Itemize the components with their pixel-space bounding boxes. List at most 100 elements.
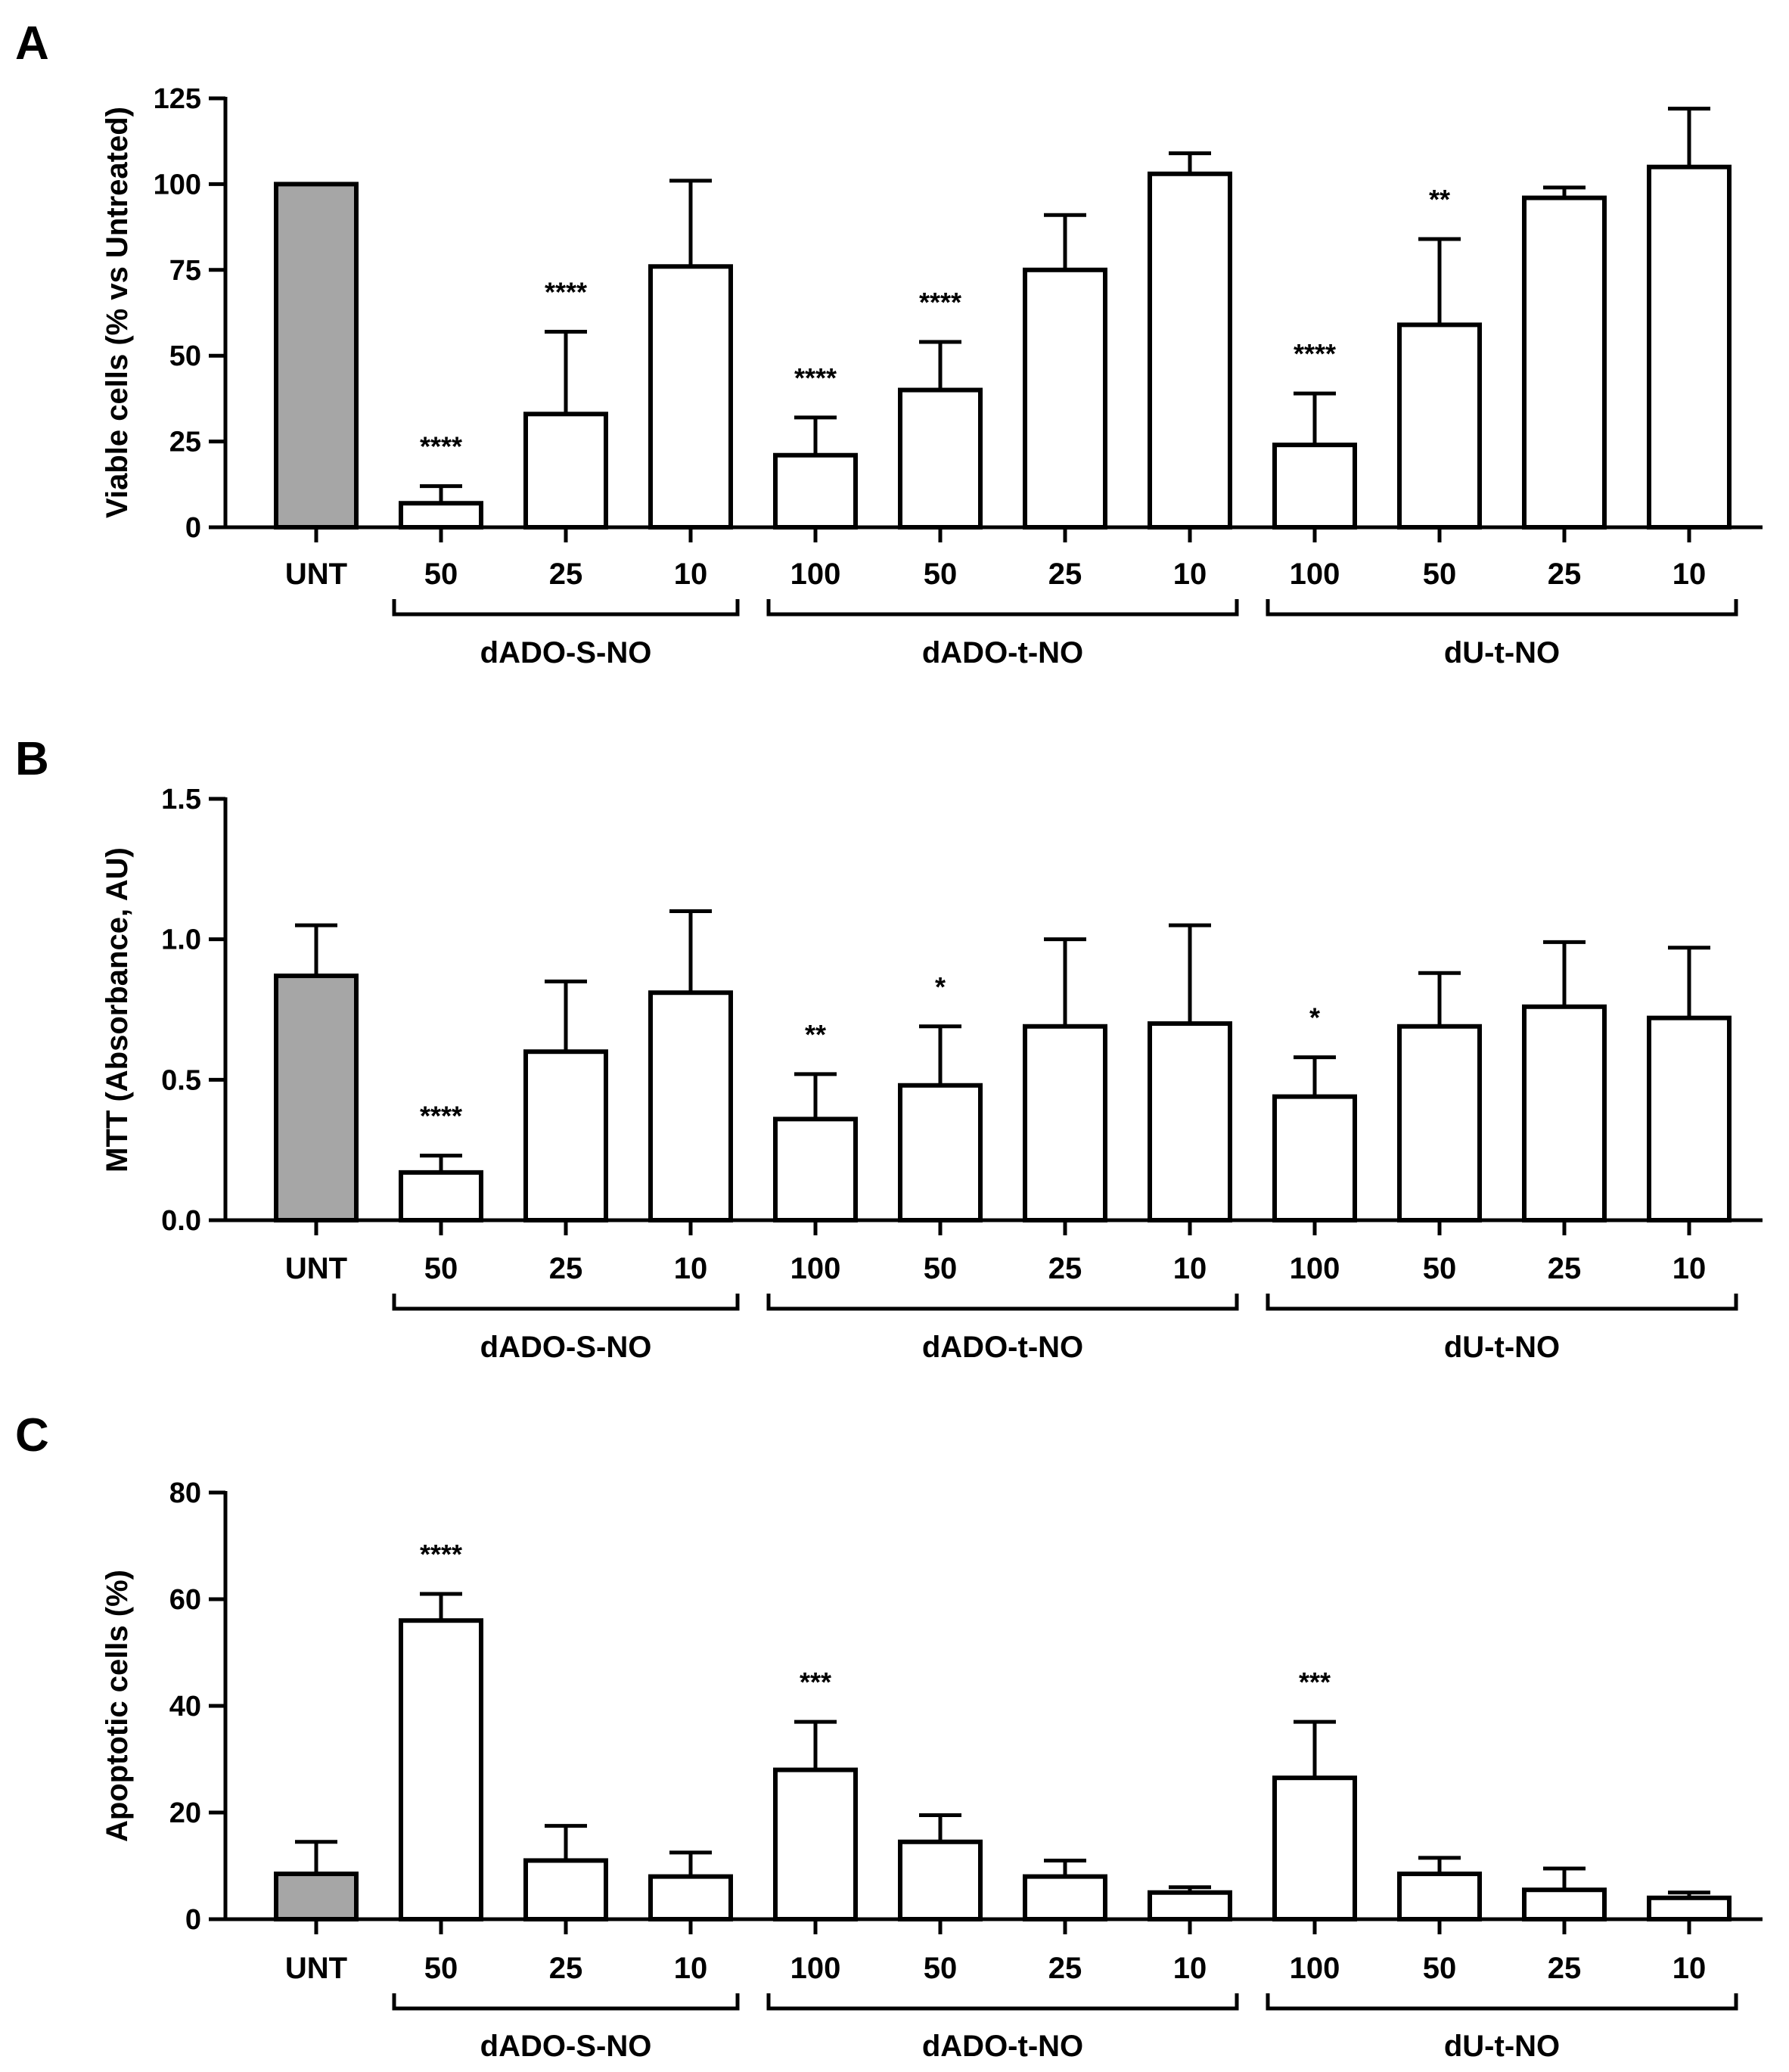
y-axis-label: Apoptotic cells (%) bbox=[101, 1570, 134, 1842]
group-label: dADO-t-NO bbox=[922, 1331, 1083, 1364]
category-label: 25 bbox=[1548, 558, 1582, 591]
group-bracket bbox=[392, 1294, 740, 1311]
category-label: 50 bbox=[1423, 558, 1457, 591]
bar bbox=[1397, 1024, 1482, 1223]
bar bbox=[898, 1839, 983, 1921]
category-label: 100 bbox=[790, 558, 841, 591]
bar bbox=[1522, 195, 1607, 530]
y-tick-label: 25 bbox=[169, 427, 201, 458]
category-label: 100 bbox=[790, 1252, 841, 1285]
category-label: 25 bbox=[549, 558, 583, 591]
panel-letter: A bbox=[15, 17, 49, 70]
group-label: dU-t-NO bbox=[1444, 2030, 1560, 2063]
significance-label: ** bbox=[1429, 184, 1450, 215]
bar bbox=[399, 1618, 483, 1921]
category-label: 100 bbox=[790, 1952, 841, 1985]
category-label: 50 bbox=[424, 558, 458, 591]
category-label: 100 bbox=[1290, 1252, 1340, 1285]
category-label: 10 bbox=[674, 1252, 708, 1285]
bar bbox=[1272, 1094, 1357, 1222]
significance-label: * bbox=[935, 971, 946, 1002]
category-label: 50 bbox=[924, 1252, 958, 1285]
significance-label: **** bbox=[919, 287, 961, 318]
group-bracket bbox=[1266, 1294, 1738, 1311]
bar bbox=[648, 264, 733, 530]
group-label: dADO-S-NO bbox=[480, 1331, 652, 1364]
group-bracket bbox=[392, 1993, 740, 2011]
y-tick-label: 40 bbox=[169, 1691, 201, 1723]
bar bbox=[1023, 267, 1107, 530]
category-label: 25 bbox=[1548, 1252, 1582, 1285]
category-label: 100 bbox=[1290, 1952, 1340, 1985]
category-label: UNT bbox=[285, 1952, 347, 1985]
category-label: 50 bbox=[924, 1952, 958, 1985]
bar bbox=[1023, 1024, 1107, 1223]
category-label: 50 bbox=[1423, 1952, 1457, 1985]
group-bracket bbox=[766, 1993, 1239, 2011]
bar bbox=[1397, 322, 1482, 530]
bar bbox=[523, 1049, 608, 1222]
bar bbox=[1522, 1004, 1607, 1222]
category-label: 25 bbox=[1048, 1252, 1082, 1285]
bar bbox=[1397, 1872, 1482, 1921]
category-label: UNT bbox=[285, 1252, 347, 1285]
bar bbox=[1023, 1874, 1107, 1922]
group-label: dADO-t-NO bbox=[922, 2030, 1083, 2063]
category-label: UNT bbox=[285, 558, 347, 591]
significance-label: ** bbox=[805, 1019, 826, 1050]
bar bbox=[1647, 164, 1732, 530]
category-label: 10 bbox=[1673, 558, 1707, 591]
group-label: dADO-t-NO bbox=[922, 636, 1083, 669]
bar bbox=[1522, 1887, 1607, 1922]
bar bbox=[523, 412, 608, 530]
y-axis-label: MTT (Absorbance, AU) bbox=[101, 847, 134, 1173]
category-label: 50 bbox=[924, 558, 958, 591]
y-tick-label: 0.5 bbox=[161, 1064, 201, 1096]
bar bbox=[1148, 1021, 1232, 1222]
bar bbox=[274, 1872, 359, 1921]
y-tick-label: 0.0 bbox=[161, 1205, 201, 1237]
y-tick-label: 100 bbox=[154, 169, 201, 200]
bar bbox=[1272, 1775, 1357, 1922]
y-tick-label: 75 bbox=[169, 255, 201, 287]
group-bracket bbox=[766, 1294, 1239, 1311]
category-label: 25 bbox=[1048, 1952, 1082, 1985]
significance-label: **** bbox=[420, 431, 462, 462]
bar bbox=[648, 1874, 733, 1922]
bar bbox=[898, 1083, 983, 1223]
panel-letter: C bbox=[15, 1409, 49, 1462]
panel-letter: B bbox=[15, 733, 49, 785]
y-tick-label: 1.0 bbox=[161, 924, 201, 956]
group-label: dADO-S-NO bbox=[480, 2030, 652, 2063]
group-label: dU-t-NO bbox=[1444, 1331, 1560, 1364]
category-label: 10 bbox=[1673, 1252, 1707, 1285]
y-tick-label: 1.5 bbox=[161, 784, 201, 815]
category-label: 10 bbox=[1173, 558, 1207, 591]
group-bracket bbox=[1266, 1993, 1738, 2011]
panel-c: C Apoptotic cells (%) 0 20 40 60 80 UNT 50 **** 25… bbox=[15, 1409, 1763, 2063]
y-tick-label: 125 bbox=[154, 83, 201, 115]
bar bbox=[523, 1858, 608, 1921]
group-label: dU-t-NO bbox=[1444, 636, 1560, 669]
category-label: 25 bbox=[1048, 558, 1082, 591]
group-label: dADO-S-NO bbox=[480, 636, 652, 669]
significance-label: **** bbox=[794, 362, 837, 393]
category-label: 10 bbox=[674, 1952, 708, 1985]
bar bbox=[773, 1767, 858, 1922]
significance-label: * bbox=[1309, 1002, 1320, 1033]
bar bbox=[773, 1117, 858, 1222]
significance-label: *** bbox=[1299, 1667, 1331, 1698]
category-label: 25 bbox=[1548, 1952, 1582, 1985]
group-bracket bbox=[766, 599, 1239, 617]
category-label: 10 bbox=[1173, 1252, 1207, 1285]
y-axis-label: Viable cells (% vs Untreated) bbox=[101, 107, 134, 518]
category-label: 25 bbox=[549, 1952, 583, 1985]
bar bbox=[1148, 171, 1232, 530]
y-tick-label: 50 bbox=[169, 340, 201, 372]
group-bracket bbox=[392, 599, 740, 617]
bar bbox=[399, 501, 483, 530]
y-tick-label: 80 bbox=[169, 1477, 201, 1509]
group-bracket bbox=[1266, 599, 1738, 617]
y-tick-label: 0 bbox=[185, 1904, 201, 1936]
